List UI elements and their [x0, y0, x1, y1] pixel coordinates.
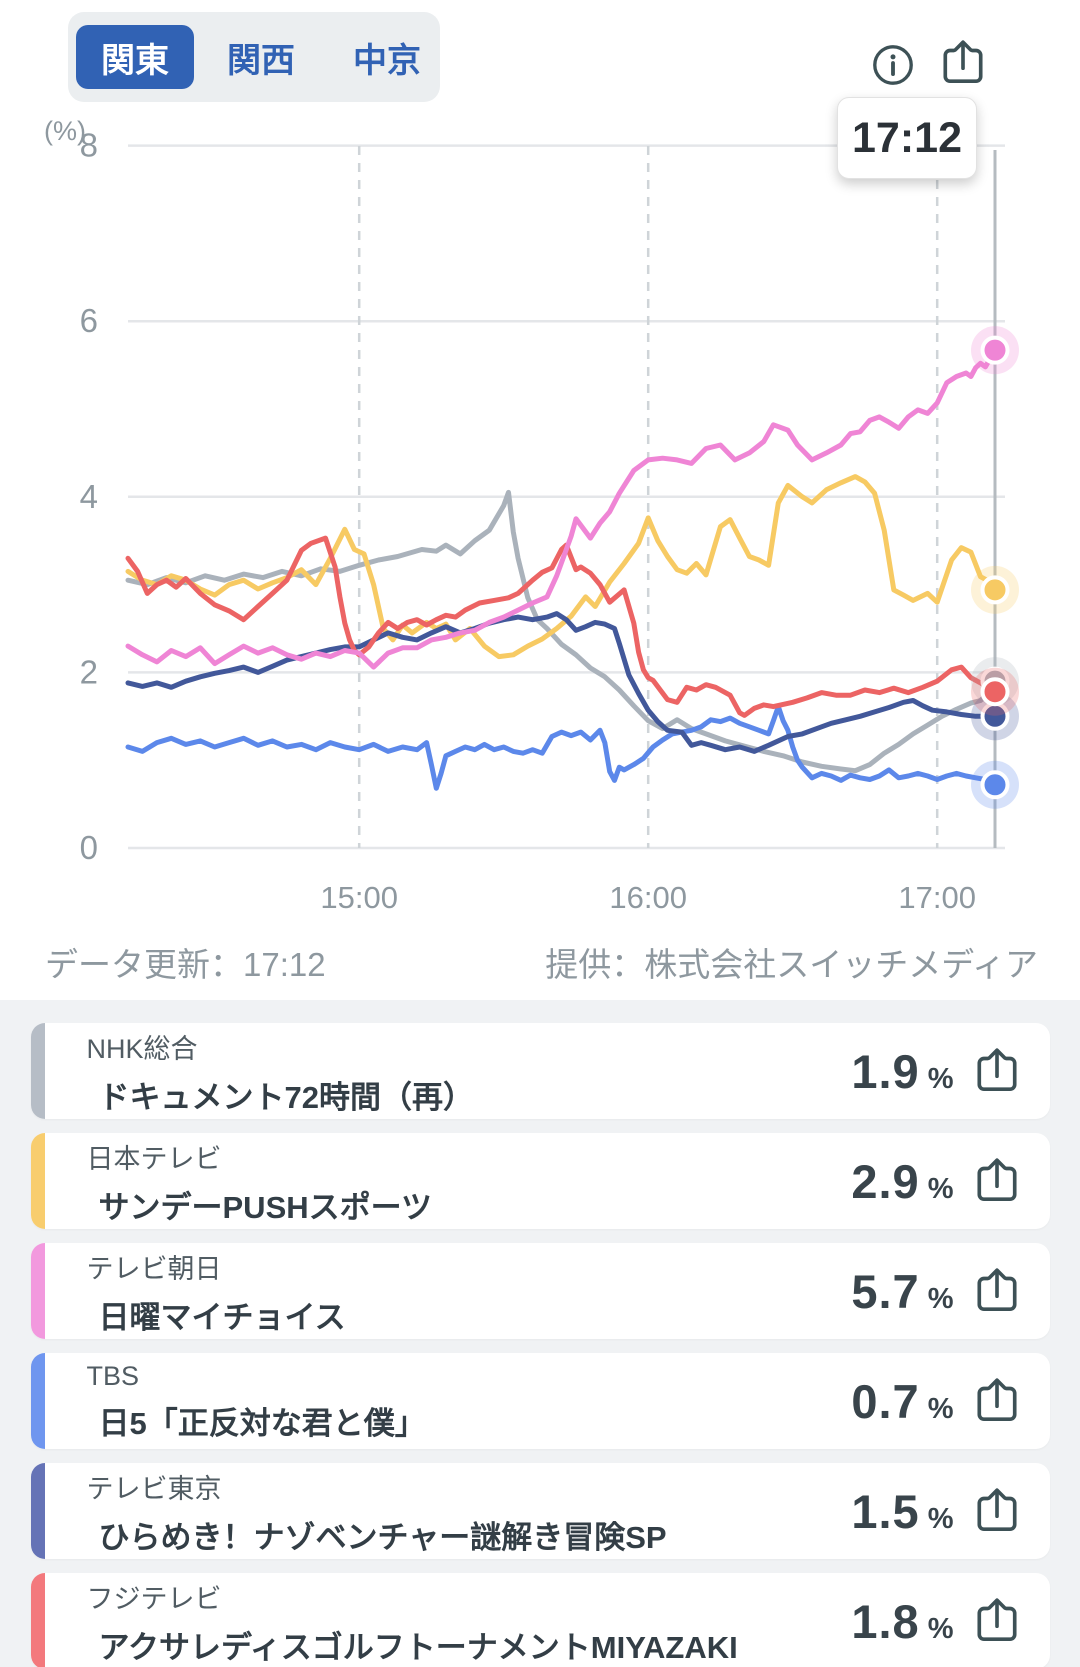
program-title: 日曜マイチョイス [98, 1300, 346, 1335]
channel-name: フジテレビ [86, 1584, 222, 1614]
channel-color-bar [30, 1243, 45, 1339]
rating: 5.7 % [851, 1264, 953, 1319]
channel-color-bar [30, 1353, 45, 1449]
end-dot-2 [980, 335, 1010, 365]
series-line-0 [125, 489, 998, 774]
channel-name: テレビ朝日 [86, 1254, 222, 1284]
share-icon[interactable] [972, 1156, 1022, 1206]
end-dot-1 [980, 575, 1010, 605]
program-title: ひらめき！ナゾベンチャー謎解き冒険SP [98, 1520, 667, 1555]
rating-unit: % [927, 1172, 954, 1205]
rating-unit: % [927, 1062, 954, 1095]
rating: 1.8 % [851, 1594, 953, 1649]
program-card-tx[interactable]: テレビ東京 ひらめき！ナゾベンチャー謎解き冒険SP 1.5 % [30, 1463, 1050, 1559]
rating-chart: 0 2 4 6 8 15:00 16:00 17:00 [80, 127, 1019, 915]
series-line-2 [125, 347, 998, 670]
data-updated-label: データ更新：17:12 [45, 946, 326, 983]
channel-name: テレビ東京 [86, 1474, 222, 1504]
region-tabbar: 関東 関西 中京 [68, 12, 440, 102]
channel-color-bar [30, 1573, 45, 1667]
chart-svg: 0 2 4 6 8 15:00 16:00 17:00 [80, 127, 1019, 915]
share-icon[interactable] [972, 1266, 1022, 1316]
program-title: ドキュメント72時間（再） [98, 1080, 474, 1115]
rating: 2.9 % [851, 1154, 953, 1209]
rating: 1.9 % [851, 1044, 953, 1099]
program-card-ex[interactable]: テレビ朝日 日曜マイチョイス 5.7 % [30, 1243, 1050, 1339]
y-axis-unit: (%) [44, 116, 86, 146]
rating: 1.5 % [851, 1484, 953, 1539]
share-icon[interactable] [972, 1376, 1022, 1426]
y-tick-label: 8 [80, 127, 98, 164]
end-dot-3 [980, 770, 1010, 800]
series-line-5 [125, 535, 998, 718]
share-icon[interactable] [972, 1486, 1022, 1536]
program-title: 日5「正反対な君と僕」 [98, 1406, 426, 1441]
channel-name: 日本テレビ [86, 1144, 222, 1174]
program-title: アクサレディスゴルフトーナメントMIYAZAKI [98, 1630, 738, 1665]
info-icon[interactable] [870, 42, 916, 88]
program-card-tbs[interactable]: TBS 日5「正反対な君と僕」 0.7 % [30, 1353, 1050, 1449]
tab-kanto[interactable]: 関東 [76, 25, 194, 89]
series-line-3 [125, 704, 998, 791]
provider-label: 提供：株式会社スイッチメディア [545, 946, 1038, 983]
cursor-time-tooltip: 17:12 [837, 97, 977, 179]
y-tick-label: 4 [80, 478, 98, 515]
rating-unit: % [927, 1502, 954, 1535]
y-tick-label: 0 [80, 829, 98, 866]
channel-color-bar [30, 1023, 45, 1119]
share-icon[interactable] [972, 1046, 1022, 1096]
rating: 0.7 % [851, 1374, 953, 1429]
rating-value: 5.7 [851, 1264, 920, 1318]
rating-value: 0.7 [851, 1374, 920, 1428]
x-tick-label: 16:00 [609, 880, 687, 915]
program-card-nhk[interactable]: NHK総合 ドキュメント72時間（再） 1.9 % [30, 1023, 1050, 1119]
y-tick-label: 2 [80, 653, 98, 690]
series-line-4 [125, 611, 998, 754]
rating-unit: % [927, 1282, 954, 1315]
channel-color-bar [30, 1463, 45, 1559]
rating-value: 1.9 [851, 1044, 920, 1098]
tab-chukyo[interactable]: 中京 [353, 41, 421, 80]
series-line-1 [125, 474, 998, 660]
rating-value: 1.8 [851, 1594, 920, 1648]
channel-name: NHK総合 [86, 1034, 198, 1064]
channel-name: TBS [86, 1361, 140, 1391]
rating-value: 2.9 [851, 1154, 920, 1208]
program-card-cx[interactable]: フジテレビ アクサレディスゴルフトーナメントMIYAZAKI 1.8 % [30, 1573, 1050, 1667]
x-tick-label: 15:00 [320, 880, 398, 915]
rating-unit: % [927, 1392, 954, 1425]
program-title: サンデーPUSHスポーツ [98, 1190, 433, 1225]
share-icon[interactable] [938, 38, 988, 88]
tab-kansai[interactable]: 関西 [227, 41, 295, 80]
end-dot-5 [980, 677, 1010, 707]
channel-color-bar [30, 1133, 45, 1229]
rating-unit: % [927, 1612, 954, 1645]
rating-value: 1.5 [851, 1484, 920, 1538]
program-card-ntv[interactable]: 日本テレビ サンデーPUSHスポーツ 2.9 % [30, 1133, 1050, 1229]
share-icon[interactable] [972, 1596, 1022, 1646]
y-tick-label: 6 [80, 302, 98, 339]
x-tick-label: 17:00 [898, 880, 976, 915]
channel-list: NHK総合 ドキュメント72時間（再） 1.9 % 日本テレビ サンデーPUSH… [0, 1000, 1080, 1667]
